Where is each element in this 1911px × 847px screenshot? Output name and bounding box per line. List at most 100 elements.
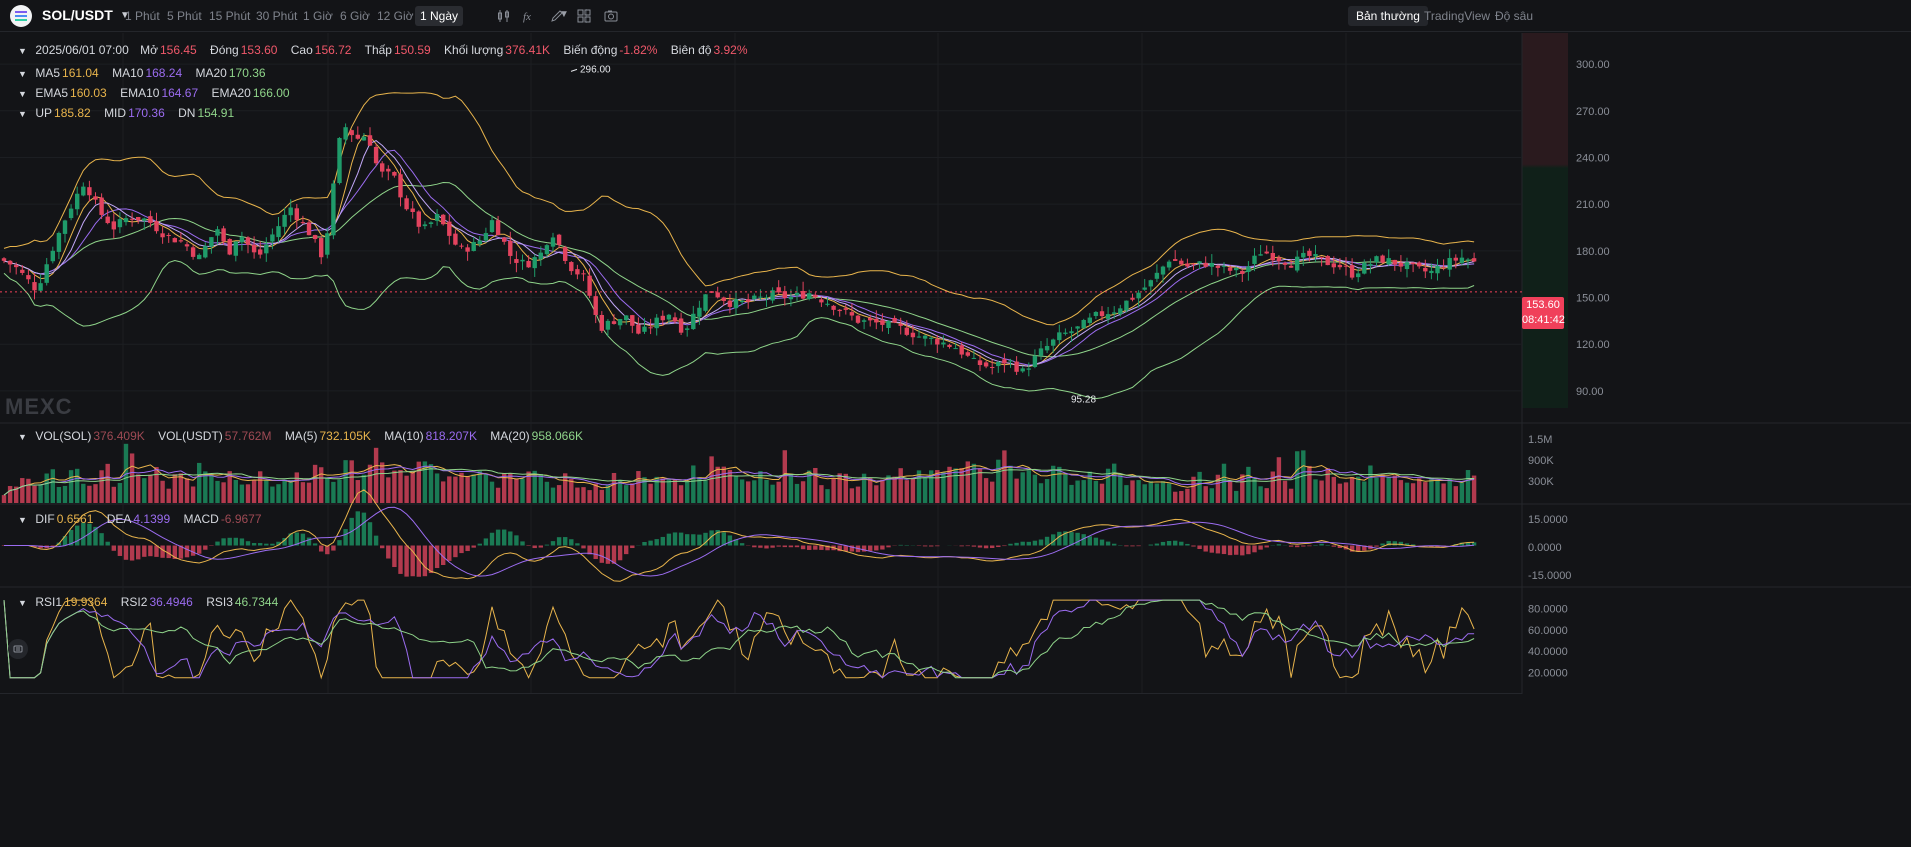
macd-histogram-bar <box>1087 536 1092 546</box>
ma-caret-icon[interactable]: ▼ <box>18 69 27 79</box>
boll-caret-icon[interactable]: ▼ <box>18 109 27 119</box>
candle-body <box>288 207 293 216</box>
macd-histogram-bar <box>1099 539 1105 546</box>
ema10-line <box>3 140 1475 367</box>
volume-bar <box>1130 480 1135 503</box>
volume-bar <box>465 475 470 503</box>
timeframe-5m[interactable]: 5 Phút <box>167 9 202 23</box>
layout-grid-icon[interactable] <box>576 8 592 24</box>
timeframe-1d[interactable]: 1 Ngày <box>415 6 464 26</box>
volume-bar <box>1185 488 1190 503</box>
candle-body <box>861 320 867 322</box>
volume-bar <box>178 473 184 503</box>
volume-bar <box>239 484 245 503</box>
volume-bar <box>477 470 482 503</box>
volume-bar <box>843 473 848 503</box>
candle-body <box>62 220 68 234</box>
volume-bar <box>508 473 513 503</box>
volume-bar <box>227 471 232 503</box>
ema-caret-icon[interactable]: ▼ <box>18 89 27 99</box>
timeframe-15m[interactable]: 15 Phút <box>209 9 251 23</box>
volume-bar <box>941 472 946 503</box>
volume-bar <box>910 478 916 503</box>
macd-histogram-bar <box>1386 540 1391 546</box>
volume-bar <box>733 476 739 503</box>
macd-histogram-bar <box>62 536 68 546</box>
volume-bar <box>1276 457 1282 503</box>
volume-bar <box>1295 451 1300 503</box>
macd-histogram-bar <box>1380 543 1385 546</box>
volume-bar <box>800 481 806 503</box>
timeframe-more-caret-icon[interactable]: ▼ <box>559 9 569 20</box>
candle-body <box>1008 360 1013 362</box>
timeframe-12h[interactable]: 12 Giờ <box>377 9 414 23</box>
macd-histogram-bar <box>502 529 507 546</box>
price-tick-label: 90.00 <box>1576 386 1604 398</box>
volume-bar <box>697 477 702 503</box>
macd-histogram-bar <box>75 525 80 546</box>
view-depth-button[interactable]: Độ sâu <box>1495 9 1534 23</box>
macd-histogram-bar <box>1044 536 1050 546</box>
candle-body <box>56 232 62 252</box>
volume-bar <box>1282 480 1288 503</box>
pair-dropdown-caret-icon[interactable]: ▼ <box>120 10 130 21</box>
volume-bar <box>605 485 611 503</box>
candle-body <box>26 275 31 280</box>
ema5-value: 160.03 <box>70 86 107 100</box>
candle-body <box>471 241 476 251</box>
volume-bar <box>770 484 775 503</box>
bottom-border <box>0 693 1522 694</box>
volume-bar <box>581 487 586 503</box>
macd-histogram-bar <box>142 545 147 557</box>
volume-bar <box>1264 488 1269 503</box>
candle-body <box>508 240 513 256</box>
volume-bar <box>282 479 287 503</box>
pair-symbol[interactable]: SOL/USDT <box>42 7 113 23</box>
indicator-fx-icon[interactable]: fx <box>522 8 538 24</box>
candle-body <box>800 290 806 299</box>
view-tradingview-button[interactable]: TradingView <box>1424 9 1491 23</box>
candle-body <box>166 234 171 236</box>
macd-histogram-bar <box>508 531 513 546</box>
volume-bar <box>1105 468 1111 503</box>
volume-bar <box>752 480 757 503</box>
price-tick-label: 300.00 <box>1576 59 1610 71</box>
candle-body <box>569 262 574 272</box>
macd-histogram-bar <box>605 545 611 564</box>
macd-histogram-bar <box>1319 543 1324 546</box>
view-basic-button[interactable]: Bản thường <box>1348 6 1428 26</box>
macd-histogram-bar <box>245 541 251 546</box>
collapse-caret-icon[interactable]: ▼ <box>18 46 27 56</box>
rsi-caret-icon[interactable]: ▼ <box>18 598 27 608</box>
macd-histogram-bar <box>556 537 562 546</box>
chart-settings-icon[interactable] <box>8 639 28 659</box>
candle-body <box>654 317 659 329</box>
rsi-tick-label: 80.0000 <box>1528 604 1568 616</box>
volume-bar <box>416 461 421 503</box>
camera-icon[interactable] <box>603 8 619 24</box>
macd-histogram-bar <box>1112 543 1117 546</box>
candle-body <box>1398 262 1404 267</box>
timeframe-1h[interactable]: 1 Giờ <box>303 9 333 23</box>
macd-histogram-bar <box>611 545 617 564</box>
candle-body <box>1270 252 1275 261</box>
candle-body <box>874 318 879 323</box>
volume-bar <box>520 478 525 503</box>
volume-bar <box>93 484 98 503</box>
macd-histogram-bar <box>471 545 476 548</box>
timeframe-30m[interactable]: 30 Phút <box>256 9 298 23</box>
candle-body <box>1081 320 1086 329</box>
timeframe-1m[interactable]: 1 Phút <box>125 9 160 23</box>
vol-caret-icon[interactable]: ▼ <box>18 432 27 442</box>
candle-type-icon[interactable] <box>496 8 512 24</box>
candle-body <box>983 362 989 367</box>
candlestick-chart[interactable]: 300.00 270.00 240.00 210.00 180.00 150.00 120.… <box>0 33 1911 694</box>
timeframe-6h[interactable]: 6 Giờ <box>340 9 370 23</box>
draw-pencil-icon[interactable] <box>549 8 565 24</box>
macd-histogram-bar <box>1185 543 1190 546</box>
volume-bar <box>672 479 678 503</box>
macd-caret-icon[interactable]: ▼ <box>18 515 27 525</box>
volume-bar <box>105 463 110 503</box>
volume-bar <box>1173 491 1178 503</box>
candle-body <box>459 245 464 247</box>
